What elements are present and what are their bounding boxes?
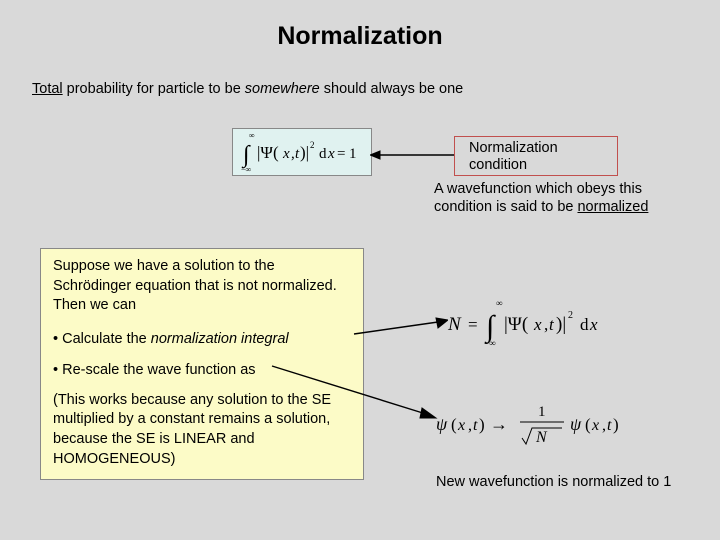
- intro-tail: should always be one: [320, 81, 464, 97]
- eq3-svg: ψ ( x , t ) → 1 N ψ ( x , t ): [432, 400, 660, 450]
- svg-text:(: (: [585, 415, 591, 434]
- svg-text:,: ,: [468, 417, 472, 434]
- svg-text:,: ,: [544, 315, 548, 334]
- svg-text:d: d: [580, 315, 589, 334]
- svg-text:∞: ∞: [249, 131, 255, 140]
- svg-text:|Ψ(: |Ψ(: [257, 143, 279, 162]
- svg-text:=: =: [337, 146, 345, 162]
- intro-lead: Total: [32, 81, 63, 97]
- yellow-sec2: • Calculate the normalization integral: [53, 330, 351, 350]
- svg-text:−∞: −∞: [241, 165, 252, 174]
- svg-text:N: N: [447, 314, 462, 335]
- svg-text:)|: )|: [556, 314, 566, 335]
- eq2-svg: N = ∫ ∞ −∞ |Ψ( x , t )| 2 d x: [444, 296, 634, 348]
- arrow-bullet2-to-eq3: [270, 362, 438, 422]
- obeys-text: A wavefunction which obeys this conditio…: [434, 180, 704, 216]
- norm-label-l2: condition: [469, 157, 607, 174]
- svg-text:x: x: [282, 146, 290, 162]
- svg-text:1: 1: [538, 404, 546, 420]
- equation-normalization: ∫ ∞ −∞ |Ψ( x , t )| 2 d x = 1: [232, 128, 372, 176]
- equation-N-integral: N = ∫ ∞ −∞ |Ψ( x , t )| 2 d x: [444, 296, 634, 348]
- intro-em: somewhere: [245, 81, 320, 97]
- svg-text:x: x: [327, 146, 335, 162]
- yellow-sec1: Suppose we have a solution to the Schröd…: [53, 257, 351, 316]
- intro-mid: probability for particle to be: [63, 81, 245, 97]
- svg-text:): ): [479, 415, 485, 434]
- svg-text:∞: ∞: [496, 298, 502, 308]
- equation-rescale: ψ ( x , t ) → 1 N ψ ( x , t ): [432, 400, 660, 450]
- svg-text:2: 2: [568, 310, 573, 321]
- arrow-bullet1-to-eq2: [352, 316, 448, 338]
- svg-text:x: x: [457, 417, 465, 434]
- eq1-svg: ∫ ∞ −∞ |Ψ( x , t )| 2 d x = 1: [237, 130, 367, 174]
- page-title: Normalization: [0, 0, 720, 51]
- svg-text:=: =: [468, 315, 478, 334]
- svg-text:ψ: ψ: [570, 414, 582, 434]
- arrow-label-to-eq1: [370, 148, 456, 162]
- yellow-sec2-pre: • Calculate the: [53, 331, 151, 347]
- obeys-u: normalized: [577, 199, 648, 215]
- yellow-sec2-em: normalization integral: [151, 331, 289, 347]
- svg-text:x: x: [589, 315, 598, 334]
- svg-text:2: 2: [310, 140, 315, 150]
- svg-text:|Ψ(: |Ψ(: [504, 314, 528, 335]
- svg-text:t: t: [607, 417, 612, 434]
- svg-text:d: d: [319, 146, 327, 162]
- svg-text:→: →: [490, 414, 508, 434]
- svg-text:(: (: [451, 415, 457, 434]
- svg-text:x: x: [533, 315, 542, 334]
- svg-text:t: t: [549, 315, 555, 334]
- svg-text:−∞: −∞: [484, 338, 496, 348]
- svg-text:): ): [613, 415, 619, 434]
- svg-text:1: 1: [349, 146, 357, 162]
- svg-text:N: N: [535, 429, 548, 446]
- svg-text:,: ,: [602, 417, 606, 434]
- new-wavefunction-caption: New wavefunction is normalized to 1: [436, 474, 696, 490]
- norm-label-l1: Normalization: [469, 140, 607, 157]
- normalization-condition-label: Normalization condition: [454, 136, 618, 176]
- svg-text:)|: )|: [300, 143, 309, 162]
- intro-text: Total probability for particle to be som…: [32, 80, 512, 98]
- svg-text:x: x: [591, 417, 599, 434]
- svg-text:t: t: [473, 417, 478, 434]
